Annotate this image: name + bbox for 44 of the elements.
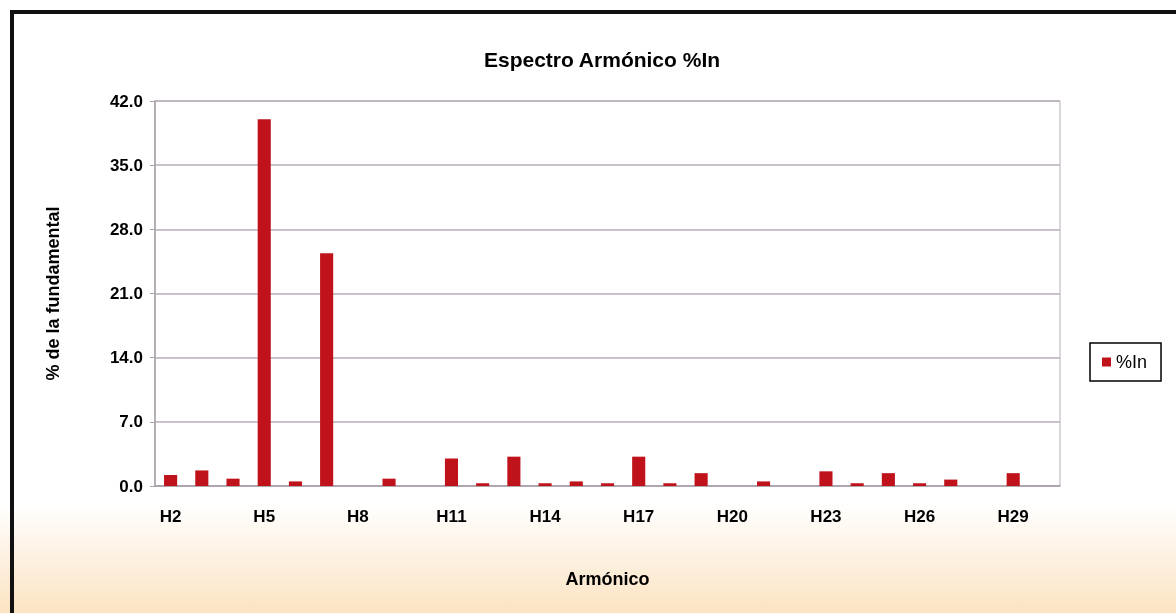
bar — [1006, 473, 1020, 486]
bar — [600, 483, 615, 486]
legend-label: %In — [1116, 352, 1148, 372]
x-tick-label: H11 — [436, 507, 467, 526]
y-tick-label: 28.0 — [109, 219, 143, 239]
y-tick-label: 35.0 — [109, 155, 143, 175]
bar — [819, 471, 833, 486]
y-tick-label: 42.0 — [109, 91, 143, 111]
y-tick-label: 21.0 — [109, 284, 143, 303]
bar — [164, 475, 178, 486]
bar — [944, 479, 958, 486]
bar — [850, 483, 864, 486]
bar — [663, 483, 677, 486]
bar — [444, 458, 459, 486]
bar — [913, 483, 927, 486]
x-tick-label: H20 — [716, 507, 748, 526]
x-tick-label: H2 — [159, 507, 182, 526]
x-tick-label: H5 — [253, 507, 276, 526]
bar — [507, 456, 521, 486]
bar — [288, 481, 302, 486]
bar — [226, 478, 240, 486]
y-tick-label: 0.0 — [119, 476, 143, 496]
x-tick-label: H29 — [997, 507, 1029, 526]
x-tick-label: H26 — [903, 507, 936, 526]
y-axis-title: % de la fundamental — [43, 206, 63, 381]
bar — [538, 483, 552, 486]
x-axis-title: Armónico — [565, 569, 650, 589]
x-tick-label: H14 — [529, 507, 562, 526]
bar — [476, 483, 490, 486]
x-tick-label: H17 — [623, 507, 655, 526]
bar — [320, 253, 334, 486]
bar — [881, 473, 895, 486]
bar — [632, 456, 646, 486]
chart-title: Espectro Armónico %In — [483, 48, 721, 71]
bar — [382, 478, 396, 486]
bar — [569, 481, 583, 486]
x-tick-label: H23 — [810, 507, 842, 526]
x-tick-label: H8 — [346, 507, 369, 526]
bar — [195, 470, 209, 486]
bar — [756, 481, 771, 486]
bar — [257, 119, 271, 486]
y-tick-label: 14.0 — [109, 348, 143, 368]
bar — [694, 473, 708, 486]
y-tick-label: 7.0 — [119, 412, 143, 432]
